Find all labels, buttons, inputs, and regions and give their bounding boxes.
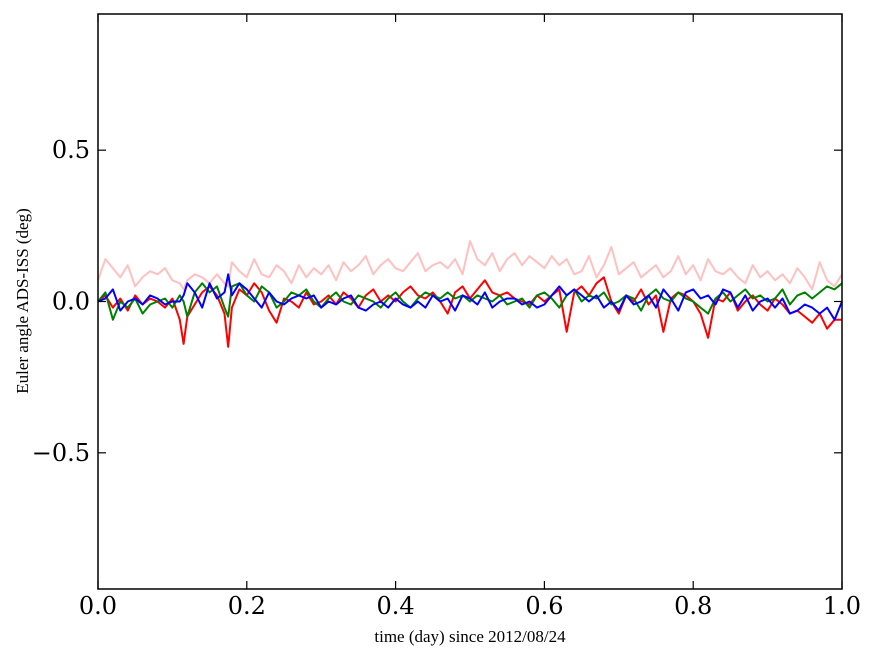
y-axis-label: Euler angle ADS-ISS (deg) <box>13 208 32 394</box>
series-line-1 <box>97 276 842 348</box>
ticks-group <box>97 14 843 589</box>
y-tick-label-2: 0.5 <box>52 136 90 164</box>
y-tick-label-0: −0.5 <box>32 439 90 467</box>
x-tick-label-1: 0.2 <box>228 592 266 620</box>
series-line-2 <box>97 282 843 321</box>
series-line-3 <box>97 273 843 321</box>
series-line-0 <box>97 240 843 291</box>
tick-labels-group: 0.0 0.2 0.4 0.6 0.8 1.0 −0.5 0.0 0.5 <box>32 136 861 620</box>
x-tick-label-3: 0.6 <box>525 592 563 620</box>
y-tick-label-1: 0.0 <box>52 288 90 316</box>
x-axis-label: time (day) since 2012/08/24 <box>374 627 566 646</box>
x-tick-label-0: 0.0 <box>79 592 117 620</box>
x-tick-label-5: 1.0 <box>823 592 861 620</box>
x-tick-label-4: 0.8 <box>674 592 712 620</box>
x-tick-label-2: 0.4 <box>377 592 415 620</box>
series-group <box>97 240 843 348</box>
